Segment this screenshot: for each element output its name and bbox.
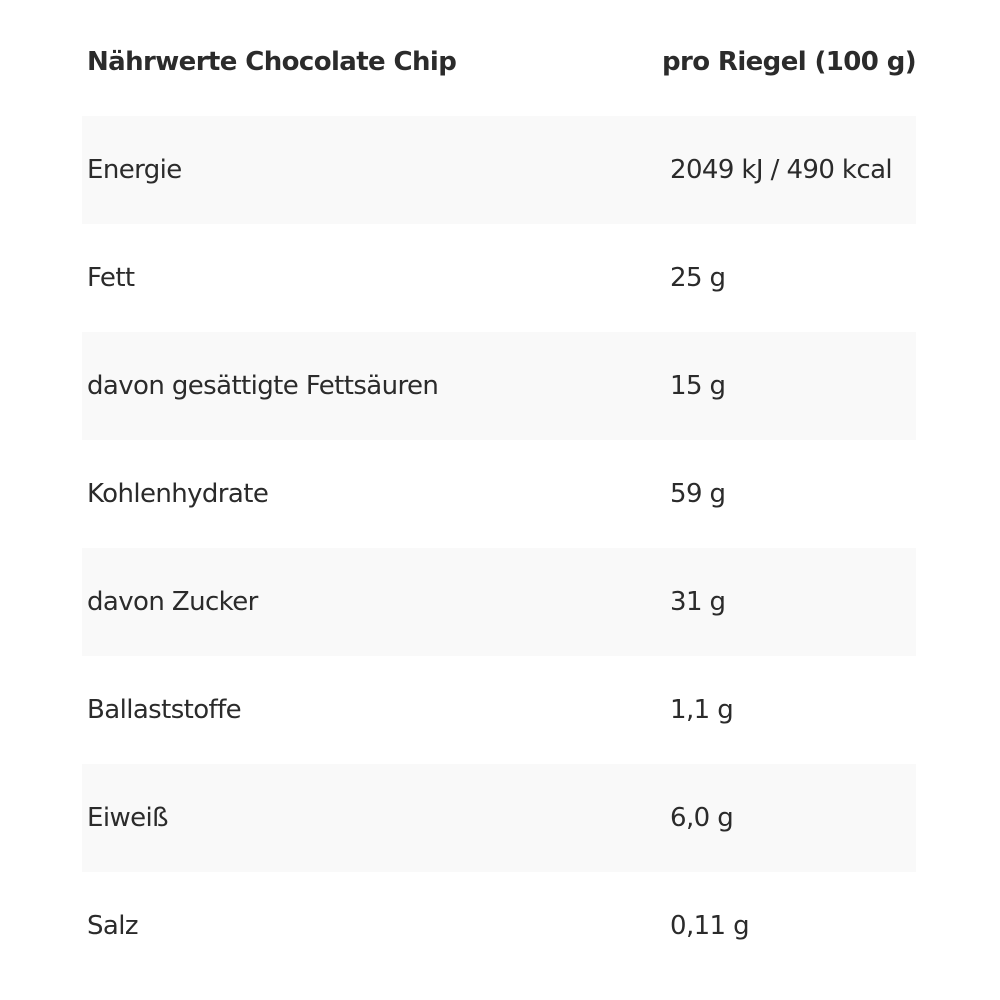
row-label: davon Zucker	[87, 587, 258, 617]
row-label: Ballaststoffe	[87, 695, 242, 725]
nutrition-table: Nährwerte Chocolate Chip pro Riegel (100…	[82, 8, 917, 980]
table-row: davon gesättigte Fettsäuren 15 g	[82, 332, 916, 440]
row-value: 0,11 g	[670, 911, 750, 941]
table-row: Fett 25 g	[82, 224, 916, 332]
row-value: 1,1 g	[670, 695, 734, 725]
header-label: Nährwerte Chocolate Chip	[87, 47, 457, 77]
row-label: Fett	[87, 263, 135, 293]
row-label: Kohlenhydrate	[87, 479, 269, 509]
row-value: 2049 kJ / 490 kcal	[670, 155, 893, 185]
header-value: pro Riegel (100 g)	[661, 47, 917, 77]
row-label: Eiweiß	[87, 803, 169, 833]
table-row: Salz 0,11 g	[82, 872, 916, 980]
row-value: 6,0 g	[670, 803, 734, 833]
row-value: 59 g	[670, 479, 726, 509]
row-value: 25 g	[670, 263, 726, 293]
row-value: 31 g	[670, 587, 726, 617]
table-header: Nährwerte Chocolate Chip pro Riegel (100…	[82, 8, 917, 116]
row-label: Salz	[87, 911, 139, 941]
table-row: davon Zucker 31 g	[82, 548, 916, 656]
row-label: Energie	[87, 155, 182, 185]
table-row: Ballaststoffe 1,1 g	[82, 656, 916, 764]
row-value: 15 g	[670, 371, 726, 401]
row-label: davon gesättigte Fettsäuren	[87, 371, 439, 401]
table-row: Kohlenhydrate 59 g	[82, 440, 916, 548]
table-row: Eiweiß 6,0 g	[82, 764, 916, 872]
table-row: Energie 2049 kJ / 490 kcal	[82, 116, 916, 224]
